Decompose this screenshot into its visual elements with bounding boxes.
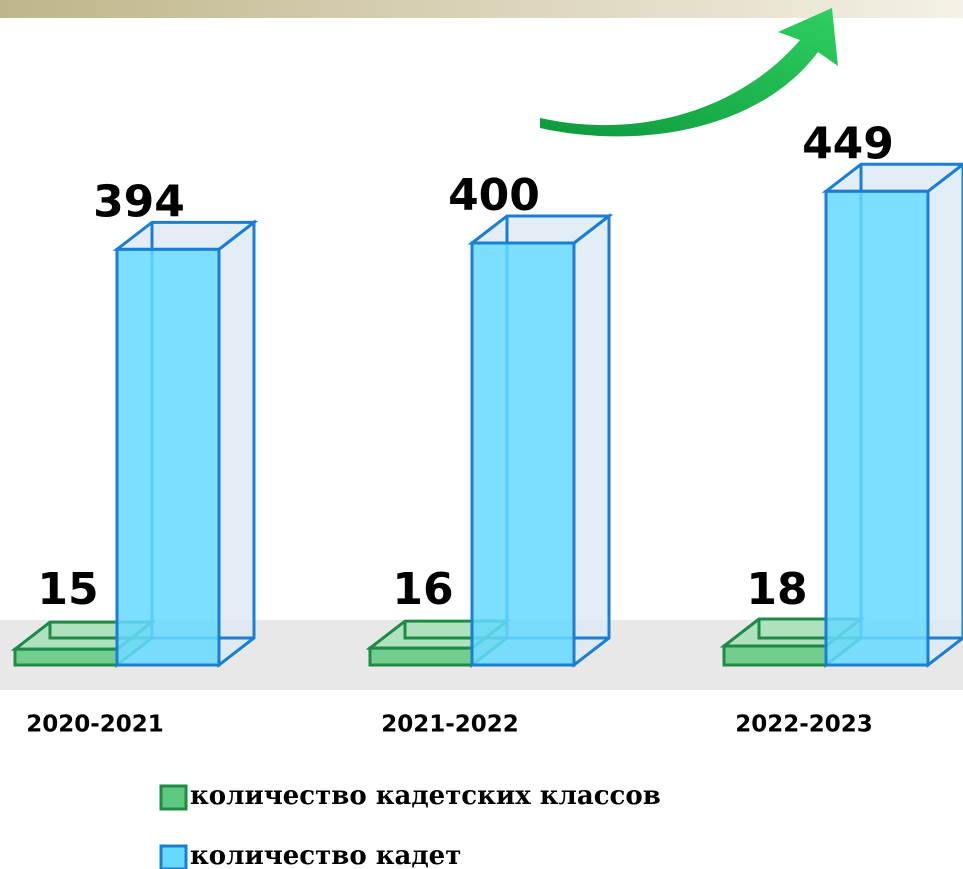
bar-side [572,212,611,669]
data-label: 449 [802,118,894,169]
legend-label: количество кадетских классов [190,781,661,811]
data-label: 15 [37,564,98,615]
data-label: 16 [392,564,453,615]
bar [722,644,828,667]
growth-arrow [540,8,838,137]
bar-side [217,219,256,669]
x-tick-label: 2021-2022 [381,712,519,738]
legend-swatch [159,844,188,869]
bar [824,189,930,667]
legend-swatch [159,784,188,811]
x-tick-label: 2020-2021 [26,712,164,738]
bar [115,247,221,667]
bar [368,646,474,667]
data-label: 394 [93,176,185,227]
x-tick-label: 2022-2023 [735,712,873,738]
header-band [0,0,963,18]
bar [470,241,576,667]
legend-label: количество кадет [190,841,461,869]
data-label: 400 [448,170,540,221]
bar [13,647,119,667]
data-label: 18 [746,564,807,615]
bar-side [926,162,963,669]
